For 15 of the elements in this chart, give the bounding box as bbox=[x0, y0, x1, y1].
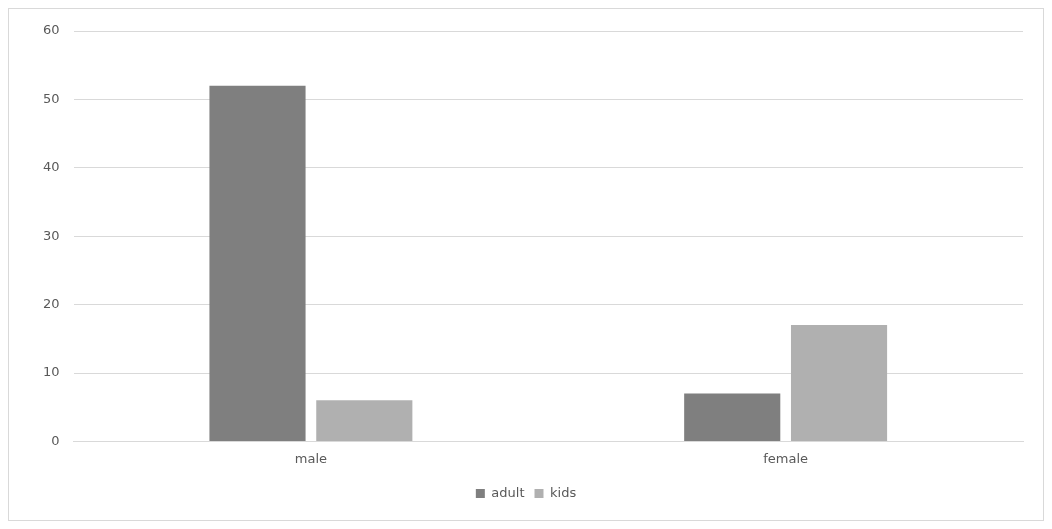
y-tick-label: 60 bbox=[43, 22, 60, 38]
x-tick-label: male bbox=[294, 450, 328, 466]
y-tick-label: 50 bbox=[43, 90, 60, 106]
bar bbox=[209, 85, 306, 441]
x-tick-label: female bbox=[763, 450, 809, 466]
y-tick-label: 40 bbox=[43, 159, 60, 175]
bar bbox=[790, 325, 888, 441]
bar bbox=[316, 400, 413, 441]
y-tick-label: 10 bbox=[43, 364, 60, 380]
bar bbox=[684, 393, 781, 441]
legend-label: adult bbox=[491, 484, 525, 500]
y-tick-label: 30 bbox=[43, 227, 60, 243]
y-tick-label: 0 bbox=[51, 432, 60, 448]
legend-label: kids bbox=[550, 484, 577, 500]
y-tick-label: 20 bbox=[43, 295, 60, 311]
